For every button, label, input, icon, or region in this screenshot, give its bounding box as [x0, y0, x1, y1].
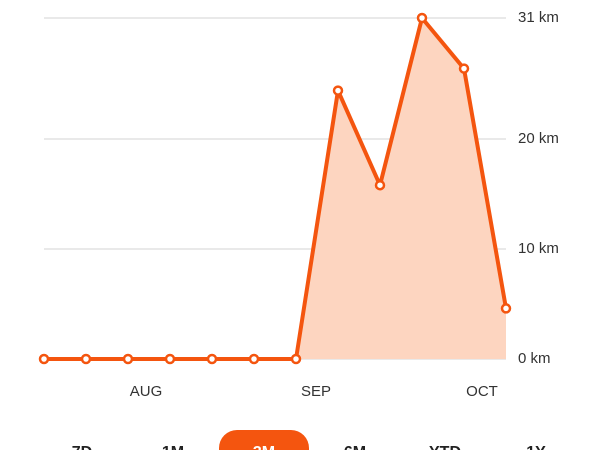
- point: [458, 63, 470, 74]
- x-tick-label: AUG: [130, 383, 163, 400]
- y-tick-label: 31 km: [518, 9, 559, 26]
- point: [290, 353, 302, 365]
- point: [164, 353, 176, 365]
- range-button[interactable]: 3M: [253, 444, 275, 450]
- y-tick-label: 10 km: [518, 240, 559, 257]
- range-button[interactable]: 6M: [344, 444, 366, 450]
- area: [44, 18, 506, 359]
- range-button-bg[interactable]: [219, 430, 309, 450]
- point: [248, 353, 260, 365]
- point: [206, 353, 218, 365]
- point: [80, 353, 92, 365]
- range-button[interactable]: 1Y: [526, 444, 546, 450]
- range-button[interactable]: YTD: [429, 444, 461, 450]
- point: [122, 353, 134, 365]
- y-tick-label: 20 km: [518, 130, 559, 147]
- point: [38, 353, 50, 365]
- range-button[interactable]: 1M: [162, 444, 184, 450]
- point: [416, 12, 428, 24]
- point: [332, 85, 344, 96]
- line: [44, 16, 508, 361]
- range-button[interactable]: 7D: [72, 444, 92, 450]
- x-tick-label: OCT: [466, 383, 498, 400]
- point: [500, 303, 512, 314]
- point: [374, 179, 386, 191]
- y-tick-label: 0 km: [518, 350, 551, 367]
- x-tick-label: SEP: [301, 383, 331, 400]
